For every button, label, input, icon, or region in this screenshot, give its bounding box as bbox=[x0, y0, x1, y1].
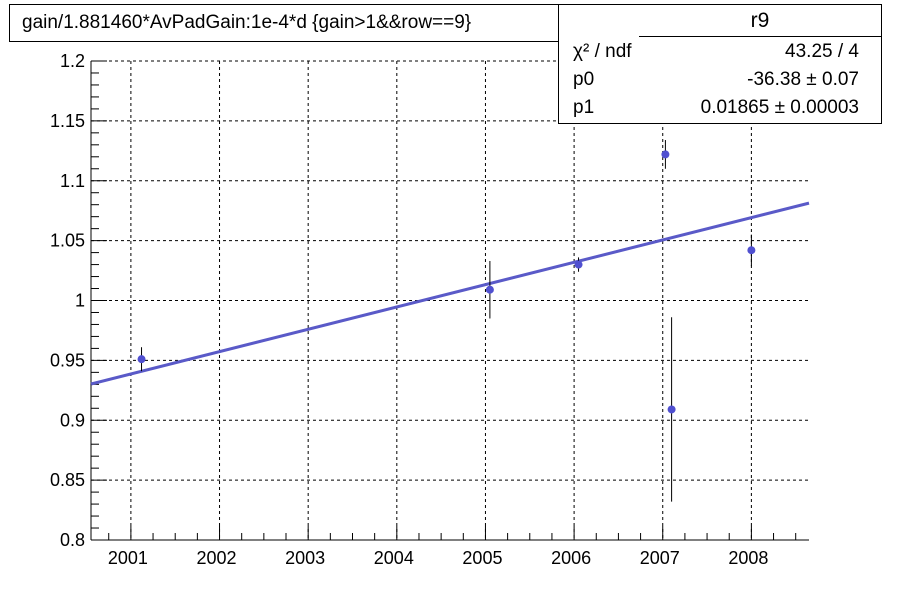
axes bbox=[90, 61, 809, 541]
x-tick-label: 2001 bbox=[108, 548, 148, 568]
fit-line bbox=[90, 201, 810, 386]
stats-row-p1: p1 0.01865 ± 0.00003 bbox=[559, 94, 881, 122]
stats-box: r9 χ² / ndf 43.25 / 4 p0 -36.38 ± 0.07 p… bbox=[558, 4, 882, 124]
x-tick-label: 2002 bbox=[197, 548, 237, 568]
y-tick-label: 1.1 bbox=[60, 171, 85, 191]
grid-lines bbox=[91, 60, 809, 541]
x-tick-label: 2003 bbox=[285, 548, 325, 568]
data-point-5 bbox=[747, 246, 756, 255]
y-tick-label: 0.85 bbox=[50, 470, 85, 490]
data-points bbox=[137, 140, 756, 502]
stats-name: r9 bbox=[639, 5, 881, 37]
data-point-3 bbox=[661, 150, 670, 159]
y-tick-label: 0.8 bbox=[60, 530, 85, 550]
y-tick-label: 1.15 bbox=[50, 111, 85, 131]
stats-key-p0: p0 bbox=[573, 69, 595, 90]
x-tick-label: 2005 bbox=[462, 548, 502, 568]
x-tick-label: 2007 bbox=[640, 548, 680, 568]
data-point-0 bbox=[137, 355, 146, 364]
stats-row-chi2: χ² / ndf 43.25 / 4 bbox=[559, 38, 881, 66]
fit-line-group bbox=[90, 201, 810, 386]
x-tick-label: 2008 bbox=[728, 548, 768, 568]
y-tick-label: 1.05 bbox=[50, 231, 85, 251]
stats-value-chi2: 43.25 / 4 bbox=[785, 41, 859, 62]
stats-key-p1: p1 bbox=[573, 97, 595, 118]
y-tick-label: 0.95 bbox=[50, 350, 85, 370]
data-point-4 bbox=[667, 405, 676, 414]
y-tick-label: 1 bbox=[75, 291, 85, 311]
x-tick-label: 2004 bbox=[374, 548, 414, 568]
y-tick-label: 0.9 bbox=[60, 410, 85, 430]
tick-labels: 0.8 0.85 0.9 0.95 1 1.05 1.1 1.15 1.2 2001 2002 200… bbox=[50, 51, 768, 568]
data-point-1 bbox=[485, 285, 494, 294]
tick-marks bbox=[91, 60, 797, 541]
stats-value-p0: -36.38 ± 0.07 bbox=[747, 69, 859, 90]
stats-value-p1: 0.01865 ± 0.00003 bbox=[700, 97, 859, 118]
data-point-2 bbox=[574, 260, 583, 269]
y-tick-label: 1.2 bbox=[60, 51, 85, 71]
stats-key-chi2: χ² / ndf bbox=[573, 41, 632, 62]
chart-title: gain/1.881460*AvPadGain:1e-4*d {gain>1&&… bbox=[9, 4, 637, 42]
stats-row-p0: p0 -36.38 ± 0.07 bbox=[559, 66, 881, 94]
x-tick-label: 2006 bbox=[551, 548, 591, 568]
